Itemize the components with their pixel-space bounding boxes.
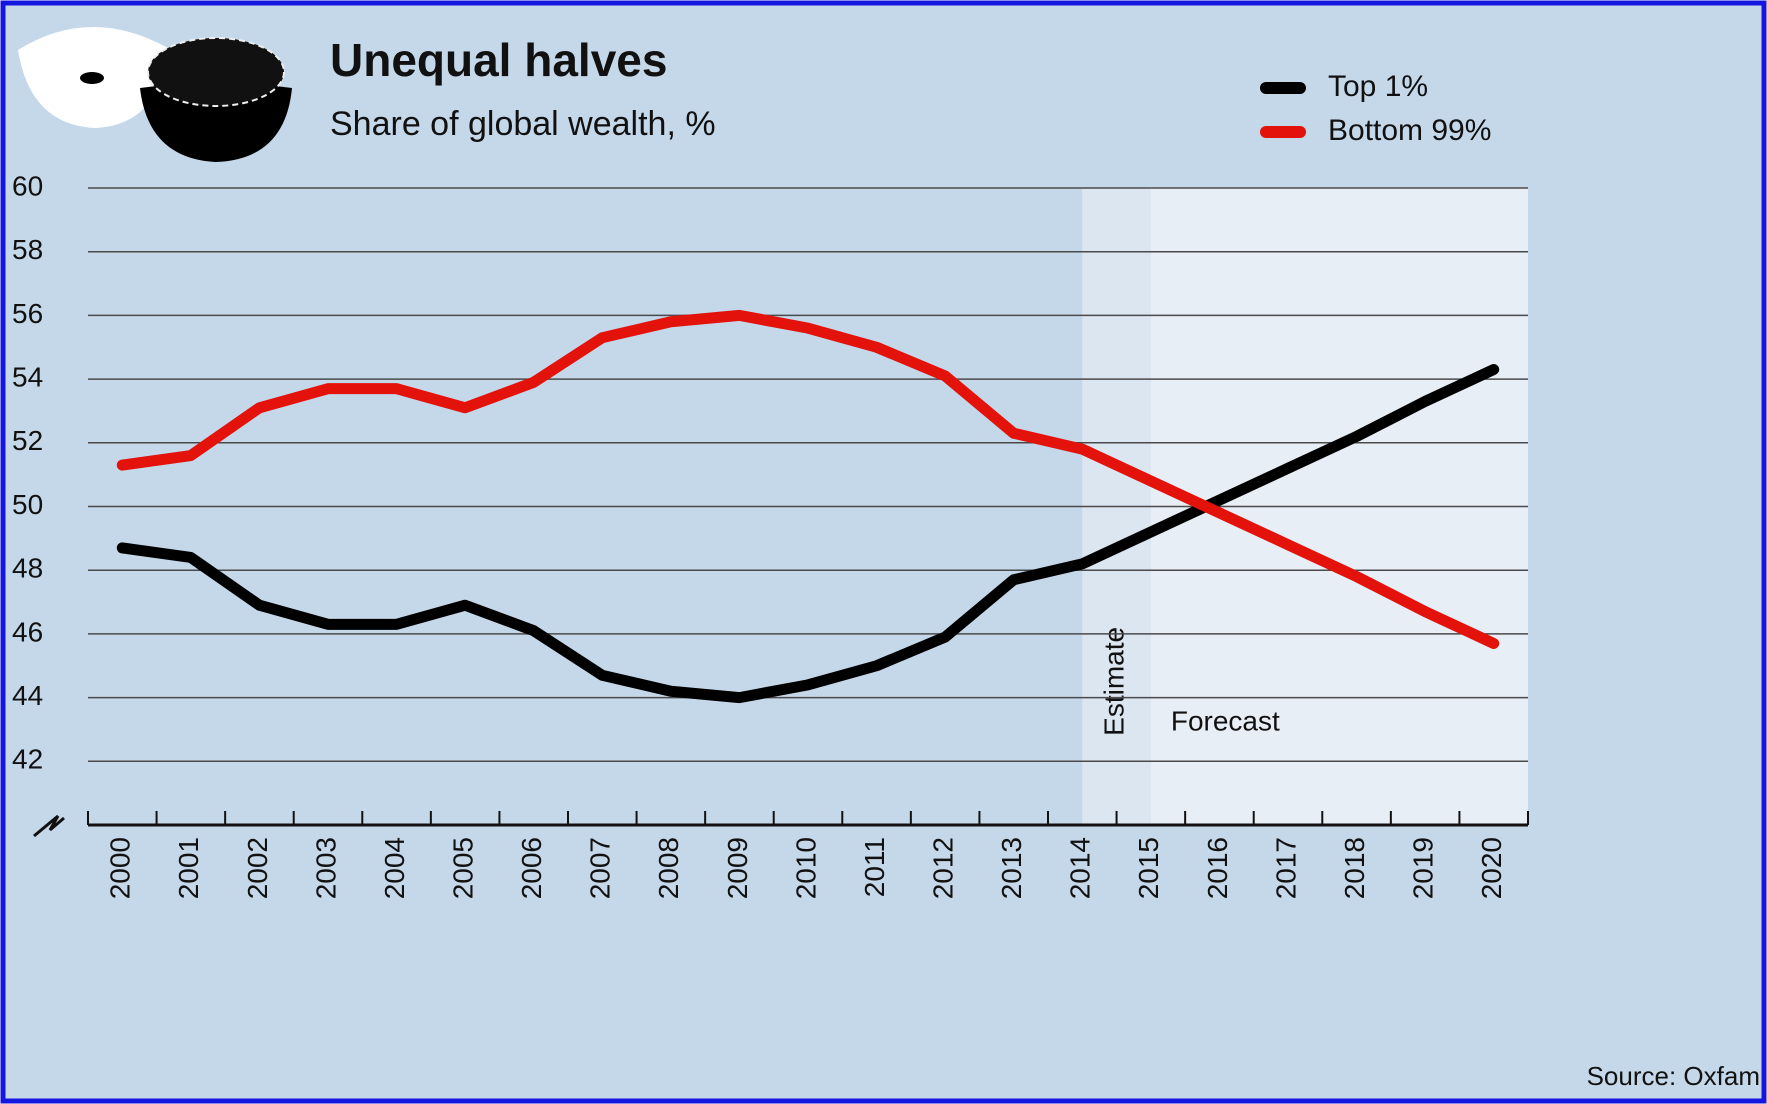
x-tick-label: 2020 xyxy=(1476,837,1507,899)
x-tick-label: 2013 xyxy=(996,837,1027,899)
full-bowl xyxy=(140,83,292,162)
y-tick-label: 50 xyxy=(12,489,43,520)
x-tick-label: 2006 xyxy=(516,837,547,899)
x-tick-label: 2000 xyxy=(105,837,136,899)
y-tick-label: 60 xyxy=(12,170,43,201)
x-tick-label: 2015 xyxy=(1133,837,1164,899)
axis-break xyxy=(33,814,65,838)
x-tick-label: 2017 xyxy=(1270,837,1301,899)
x-tick-label: 2016 xyxy=(1202,837,1233,899)
series-line xyxy=(116,364,1500,704)
x-tick-label: 2018 xyxy=(1339,837,1370,899)
y-tick-label: 48 xyxy=(12,553,43,584)
legend-label: Bottom 99% xyxy=(1328,114,1491,147)
chart-subtitle: Share of global wealth, % xyxy=(330,105,716,143)
y-tick-label: 58 xyxy=(12,234,43,265)
x-tick-label: 2012 xyxy=(928,837,959,899)
region-label: Estimate xyxy=(1099,627,1130,736)
y-tick-label: 54 xyxy=(12,361,43,392)
crumb xyxy=(80,72,104,84)
x-tick-label: 2003 xyxy=(310,837,341,899)
y-tick-label: 56 xyxy=(12,298,43,329)
x-tick-label: 2014 xyxy=(1065,837,1096,899)
y-tick-label: 44 xyxy=(12,680,43,711)
y-tick-label: 52 xyxy=(12,425,43,456)
x-tick-label: 2004 xyxy=(379,837,410,899)
y-tick-label: 42 xyxy=(12,744,43,775)
x-tick-label: 2005 xyxy=(448,837,479,899)
x-tick-label: 2010 xyxy=(790,837,821,899)
bowl-pile xyxy=(147,37,285,107)
x-tick-label: 2008 xyxy=(653,837,684,899)
source: Source: Oxfam xyxy=(1587,1061,1760,1091)
x-tick-label: 2007 xyxy=(585,837,616,899)
chart-title: Unequal halves xyxy=(330,34,667,86)
region-label: Forecast xyxy=(1171,705,1280,736)
x-tick-label: 2002 xyxy=(242,837,273,899)
series-line xyxy=(116,309,1500,649)
x-tick-label: 2019 xyxy=(1408,837,1439,899)
icons xyxy=(18,26,292,162)
x-tick-label: 2009 xyxy=(722,837,753,899)
x-tick-label: 2011 xyxy=(859,837,890,897)
y-tick-label: 46 xyxy=(12,616,43,647)
x-tick-label: 2001 xyxy=(173,837,204,899)
legend-label: Top 1% xyxy=(1328,70,1428,103)
